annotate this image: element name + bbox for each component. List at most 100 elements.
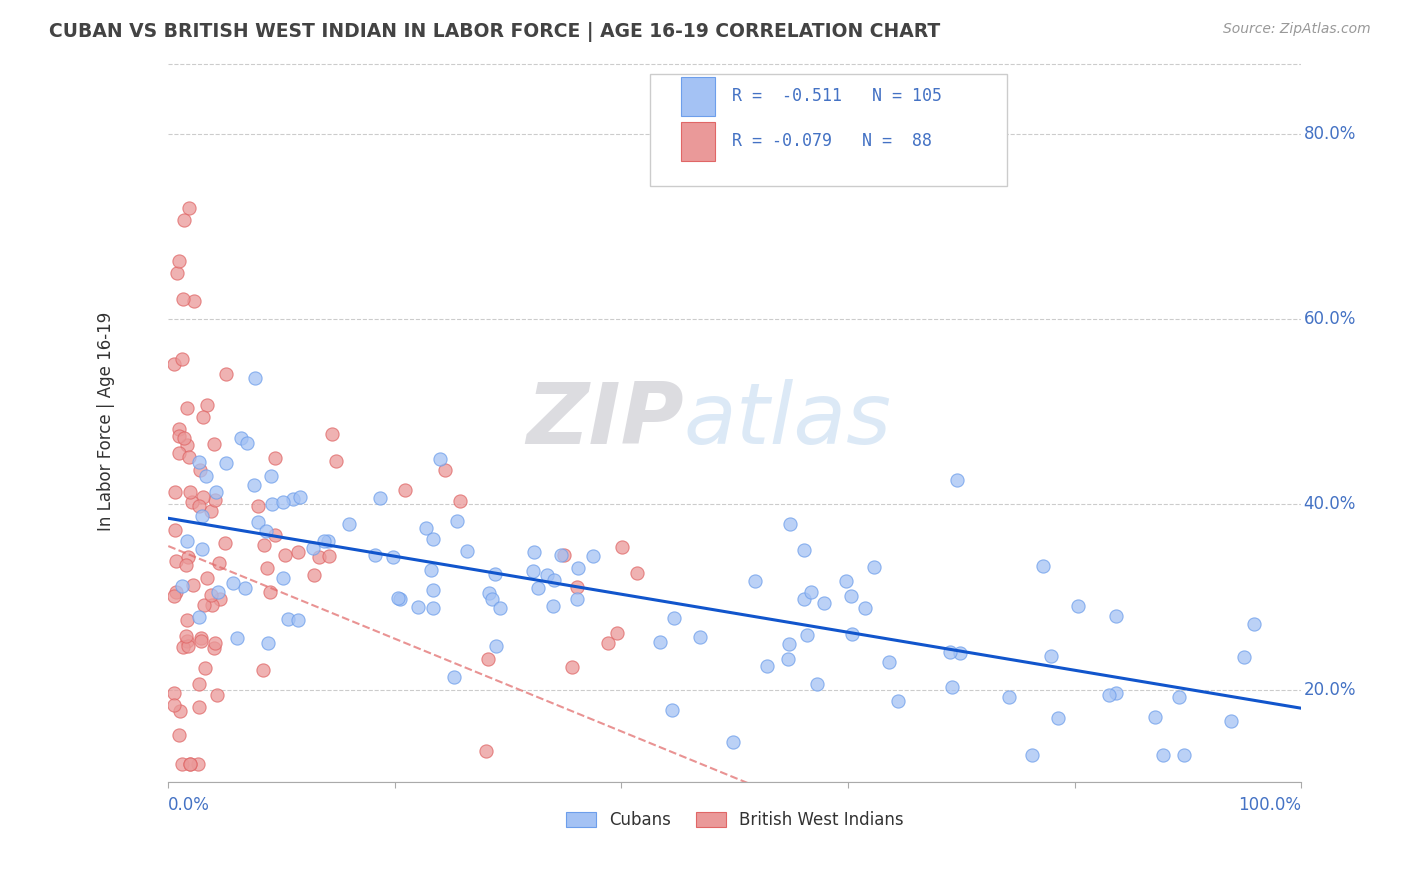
Point <box>274 548 297 562</box>
Point <box>481 591 503 606</box>
Point <box>598 635 620 649</box>
Point <box>1173 747 1195 762</box>
Point <box>190 634 212 648</box>
Point <box>202 641 225 656</box>
FancyBboxPatch shape <box>650 74 1007 186</box>
Point <box>273 495 295 509</box>
Point <box>259 585 281 599</box>
Point <box>243 478 266 492</box>
Point <box>163 698 186 712</box>
Point <box>302 541 325 556</box>
Point <box>236 436 259 450</box>
Point <box>172 756 194 771</box>
Point <box>648 634 671 648</box>
Point <box>191 508 214 523</box>
Point <box>170 351 193 366</box>
Point <box>488 600 510 615</box>
Point <box>163 686 186 700</box>
Point <box>536 568 558 582</box>
Point <box>247 515 270 529</box>
Point <box>165 524 187 538</box>
Point <box>800 585 823 599</box>
Point <box>1105 609 1128 624</box>
Text: CUBAN VS BRITISH WEST INDIAN IN LABOR FORCE | AGE 16-19 CORRELATION CHART: CUBAN VS BRITISH WEST INDIAN IN LABOR FO… <box>49 22 941 42</box>
Point <box>253 538 276 552</box>
Point <box>485 639 508 653</box>
Point <box>260 469 283 483</box>
Point <box>321 426 343 441</box>
Point <box>484 567 506 582</box>
Text: atlas: atlas <box>683 379 891 462</box>
Point <box>744 574 766 589</box>
Point <box>205 485 228 500</box>
Point <box>1066 599 1088 613</box>
Point <box>1168 690 1191 704</box>
Point <box>165 554 187 568</box>
Point <box>394 483 416 497</box>
Point <box>522 564 544 578</box>
Point <box>308 549 330 564</box>
Point <box>254 524 277 539</box>
Point <box>167 446 190 460</box>
Point <box>287 613 309 627</box>
Point <box>368 491 391 505</box>
Point <box>422 582 444 597</box>
Point <box>941 680 963 694</box>
Point <box>661 703 683 717</box>
Point <box>163 589 186 603</box>
Point <box>163 357 186 371</box>
Point <box>167 728 190 742</box>
Point <box>793 543 815 558</box>
Point <box>877 655 900 669</box>
Text: Source: ZipAtlas.com: Source: ZipAtlas.com <box>1223 22 1371 37</box>
Point <box>271 571 294 585</box>
Point <box>527 581 550 595</box>
Point <box>200 588 222 602</box>
Point <box>1098 688 1121 702</box>
Text: 0.0%: 0.0% <box>169 797 209 814</box>
Point <box>415 521 437 535</box>
Point <box>1233 650 1256 665</box>
Text: R =  -0.511   N = 105: R = -0.511 N = 105 <box>733 87 942 105</box>
Point <box>176 401 198 415</box>
Point <box>188 699 211 714</box>
Text: 80.0%: 80.0% <box>1303 125 1355 143</box>
Point <box>1032 558 1054 573</box>
Point <box>215 456 238 470</box>
Point <box>172 579 194 593</box>
Point <box>179 756 201 771</box>
Point <box>257 635 280 649</box>
Point <box>835 574 858 589</box>
Point <box>1220 714 1243 728</box>
Point <box>179 484 201 499</box>
Point <box>188 677 211 691</box>
Point <box>167 254 190 268</box>
Point <box>177 549 200 564</box>
Point <box>662 611 685 625</box>
Point <box>388 591 411 606</box>
Point <box>208 592 231 607</box>
Point <box>215 368 238 382</box>
Point <box>169 422 191 436</box>
Point <box>553 549 575 563</box>
Point <box>187 499 209 513</box>
Point <box>318 549 340 563</box>
Point <box>721 735 744 749</box>
Point <box>174 558 197 573</box>
Point <box>163 484 186 499</box>
Point <box>887 694 910 708</box>
Point <box>839 589 862 603</box>
Point <box>190 631 212 645</box>
Point <box>187 756 209 771</box>
Text: ZIP: ZIP <box>526 379 683 462</box>
Point <box>281 492 304 507</box>
Point <box>214 535 236 549</box>
Point <box>1143 710 1166 724</box>
Point <box>181 495 204 509</box>
Point <box>176 633 198 648</box>
Point <box>222 575 245 590</box>
Point <box>582 549 605 564</box>
Point <box>256 561 278 575</box>
Point <box>1021 747 1043 762</box>
Point <box>446 515 468 529</box>
